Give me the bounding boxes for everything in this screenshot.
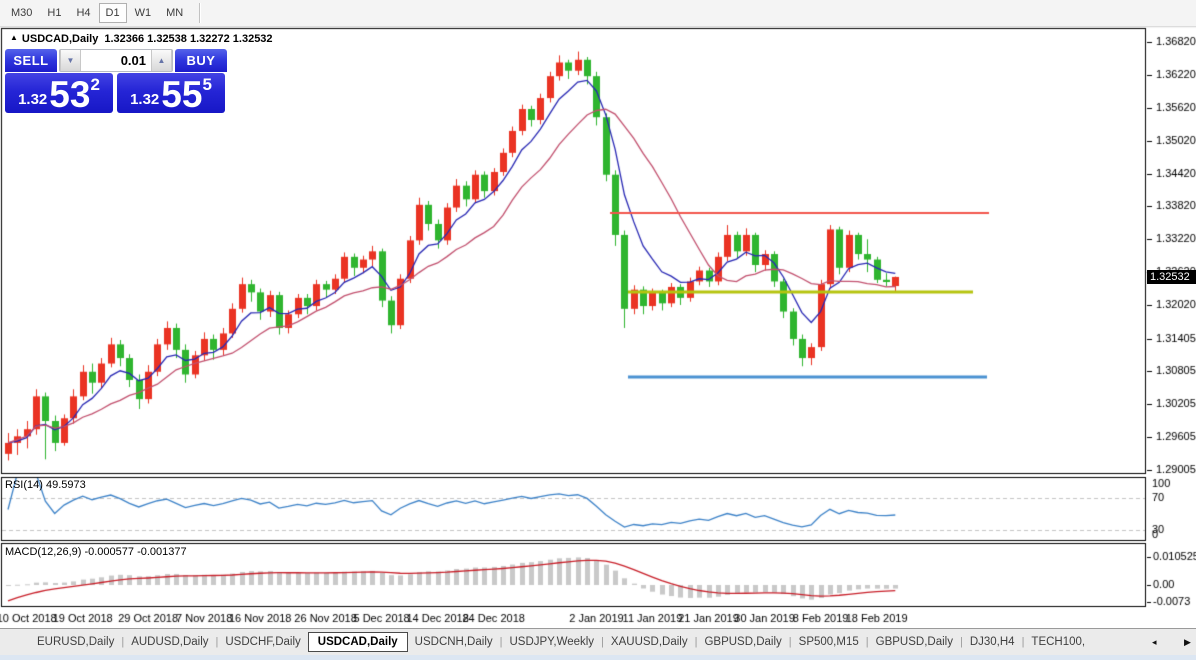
tab-separator: | [694, 636, 698, 648]
current-price-tag: 1.32532 [1147, 270, 1196, 284]
tab-scroll-right-icon[interactable]: ▶ [1184, 637, 1191, 647]
timeframe-button-w1[interactable]: W1 [128, 3, 159, 23]
timeframe-button-mn[interactable]: MN [159, 3, 190, 23]
timeframe-button-h4[interactable]: H4 [69, 3, 97, 23]
tab-xauusd-daily[interactable]: XAUUSD,Daily [610, 636, 688, 648]
chart-title: ▲ USDCAD,Daily 1.32366 1.32538 1.32272 1.3… [10, 33, 273, 45]
tab-separator: | [1021, 636, 1025, 648]
tab-separator: | [601, 636, 604, 648]
tab-gbpusd-daily[interactable]: GBPUSD,Daily [875, 636, 953, 648]
tab-separator: | [788, 636, 792, 648]
tab-separator: | [959, 636, 963, 648]
window-bottom-edge [0, 655, 1196, 660]
ohlc-values: 1.32366 1.32538 1.32272 1.32532 [104, 33, 273, 45]
tab-separator: | [499, 636, 503, 648]
tab-audusd-daily[interactable]: AUDUSD,Daily [131, 636, 209, 648]
sell-price-base: 1.32 [18, 91, 48, 108]
rsi-label: RSI(14) 49.5973 [5, 479, 86, 491]
tab-usdchf-daily[interactable]: USDCHF,Daily [225, 636, 301, 648]
volume-up-button[interactable]: ▲ [151, 50, 172, 71]
volume-stepper: ▼ 0.01 ▲ [59, 49, 173, 72]
buy-price-box[interactable]: 1.32 55 5 [117, 73, 225, 113]
trade-panel: SELL ▼ 0.01 ▲ BUY 1.32 53 2 1.32 55 5 [5, 49, 227, 113]
macd-label: MACD(12,26,9) -0.000577 -0.001377 [5, 546, 187, 558]
tab-separator: | [865, 636, 869, 648]
tab-eurusd-daily[interactable]: EURUSD,Daily [37, 636, 115, 648]
tab-usdjpy-weekly[interactable]: USDJPY,Weekly [509, 636, 595, 648]
tab-separator: | [121, 636, 125, 648]
buy-button[interactable]: BUY [175, 49, 227, 72]
symbol-name: USDCAD,Daily [21, 33, 99, 45]
volume-field[interactable]: 0.01 [81, 50, 151, 71]
volume-down-button[interactable]: ▼ [60, 50, 81, 71]
sell-price-box[interactable]: 1.32 53 2 [5, 73, 113, 113]
buy-price-sup: 5 [202, 75, 212, 94]
sell-price-big: 53 [49, 74, 91, 115]
timeframe-button-h1[interactable]: H1 [40, 3, 68, 23]
sell-price-sup: 2 [90, 75, 100, 94]
tab-usdcad-daily[interactable]: USDCAD,Daily [307, 632, 408, 652]
tab-gbpusd-daily[interactable]: GBPUSD,Daily [704, 636, 782, 648]
chart-tab-bar: EURUSD,Daily | AUDUSD,Daily | USDCHF,Daily US… [0, 628, 1196, 655]
buy-price-big: 55 [161, 74, 203, 115]
tab-usdcnh-daily[interactable]: USDCNH,Daily [414, 636, 493, 648]
timeframe-button-d1[interactable]: D1 [98, 3, 127, 23]
tab-separator: | [215, 636, 219, 648]
sell-button[interactable]: SELL [5, 49, 57, 72]
tab-scroll-left-icon[interactable]: ◂ [1152, 637, 1157, 647]
tab-sp500-m15[interactable]: SP500,M15 [798, 636, 859, 648]
toolbar-separator [199, 3, 202, 23]
tab-dj30-h4[interactable]: DJ30,H4 [969, 636, 1015, 648]
timeframe-button-m30[interactable]: M30 [4, 3, 39, 23]
timeframe-toolbar: M30 H1 H4 D1 W1 MN [0, 0, 1196, 27]
collapse-arrow-icon[interactable]: ▲ [10, 33, 18, 42]
tab-tech100-[interactable]: TECH100, [1031, 636, 1086, 648]
buy-price-base: 1.32 [130, 91, 160, 108]
